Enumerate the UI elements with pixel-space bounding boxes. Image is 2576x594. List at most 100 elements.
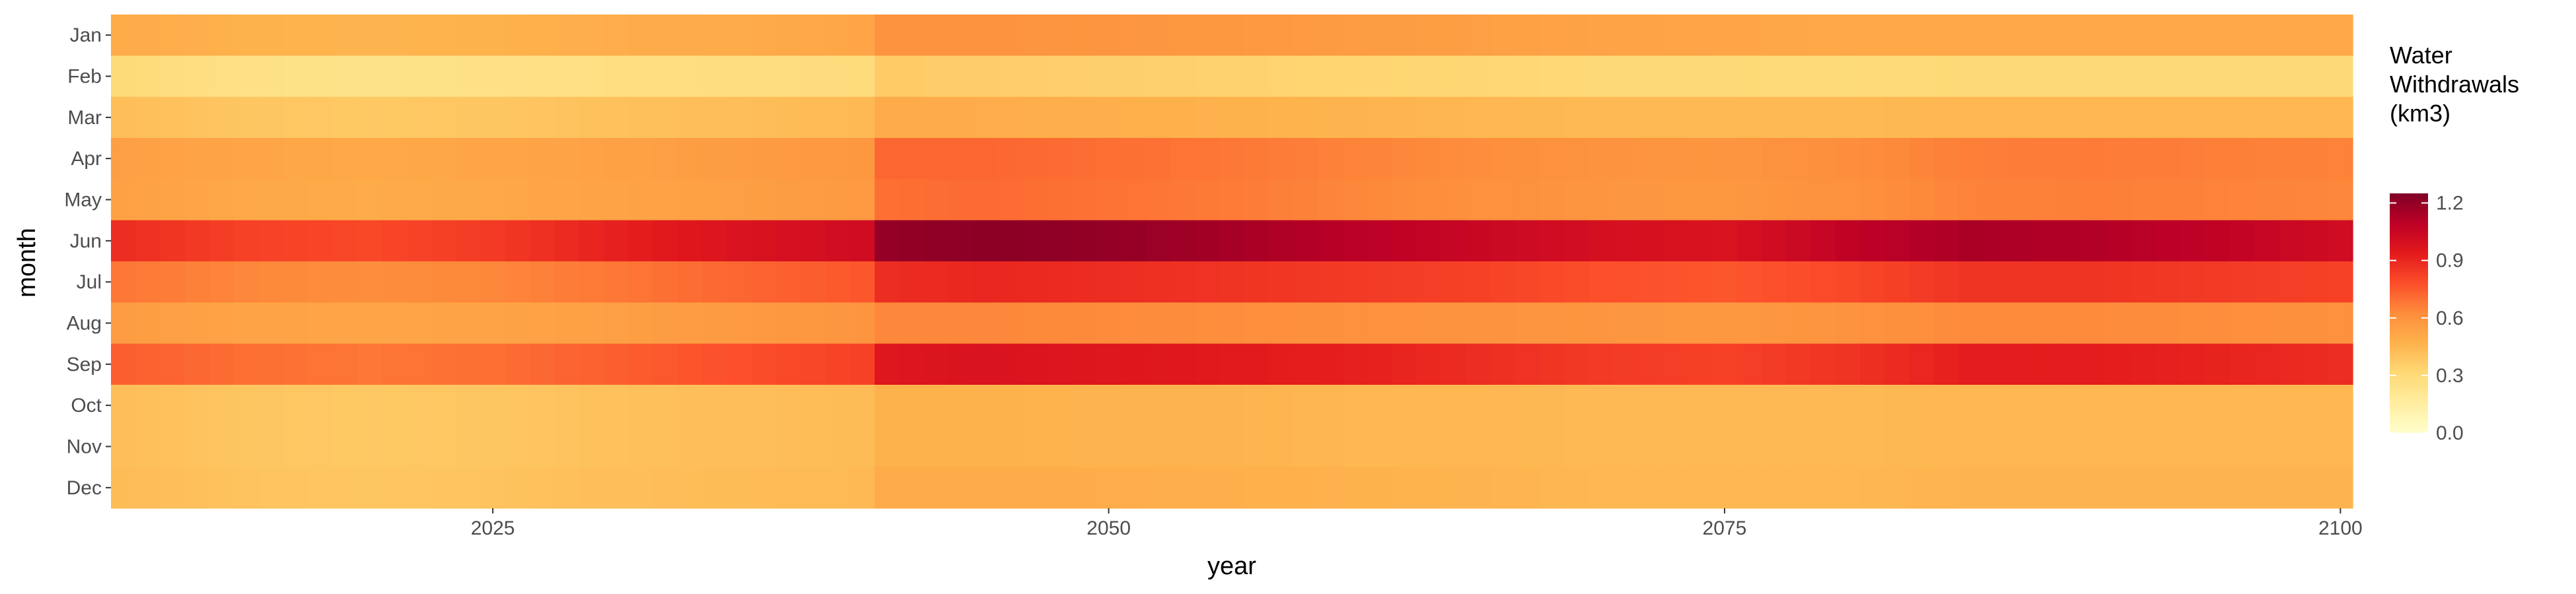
heatmap-cell	[1933, 55, 1959, 98]
heatmap-cell	[2032, 96, 2058, 139]
heatmap-cell	[1958, 302, 1984, 345]
heatmap-cell	[2279, 467, 2305, 509]
heatmap-cell	[1983, 138, 2009, 180]
y-axis: Jan Feb Mar Apr May Jun Jul Aug Sep Oct Nov Dec	[64, 24, 111, 499]
heatmap-cell	[505, 220, 530, 262]
heatmap-cell	[1367, 343, 1393, 385]
heatmap-cell	[1712, 55, 1738, 98]
heatmap-cell	[1835, 15, 1861, 56]
heatmap-cell	[308, 15, 334, 56]
heatmap-cell	[2254, 261, 2279, 303]
heatmap-cell	[1564, 179, 1590, 221]
heatmap-cell	[579, 220, 604, 262]
heatmap-cell	[111, 302, 136, 345]
heatmap-cell	[801, 467, 826, 509]
heatmap-cell	[2205, 385, 2231, 426]
heatmap-cell	[2229, 179, 2255, 221]
heatmap-cell	[579, 426, 604, 468]
heatmap-cell	[1170, 220, 1196, 262]
heatmap-cell	[1342, 15, 1368, 56]
legend-tick-label: 1.2	[2436, 193, 2464, 214]
heatmap-cell	[135, 467, 161, 509]
heatmap-cell	[1786, 138, 1812, 180]
heatmap-cell	[899, 179, 925, 221]
heatmap-cell	[480, 179, 506, 221]
heatmap-cell	[2032, 15, 2058, 56]
heatmap-cell	[1392, 385, 1417, 426]
heatmap-cell	[677, 96, 703, 139]
heatmap-cell	[1810, 385, 1836, 426]
heatmap-cell	[1318, 467, 1343, 509]
heatmap-cell	[948, 15, 974, 56]
heatmap-cell	[135, 261, 161, 303]
heatmap-cell	[505, 179, 530, 221]
heatmap-cell	[1047, 15, 1073, 56]
heatmap-cell	[899, 426, 925, 468]
heatmap-cell	[2254, 385, 2279, 426]
heatmap-cell	[382, 467, 408, 509]
heatmap-cell	[875, 15, 900, 56]
heatmap-cell	[1712, 220, 1738, 262]
heatmap-cell	[677, 55, 703, 98]
heatmap-cell	[1786, 343, 1812, 385]
heatmap-cell	[973, 426, 999, 468]
heatmap-cell	[603, 385, 629, 426]
heatmap-cell	[2106, 343, 2131, 385]
heatmap-cell	[1096, 467, 1122, 509]
heatmap-cell	[1219, 343, 1245, 385]
heatmap-cell	[825, 467, 851, 509]
heatmap-cell	[1687, 96, 1713, 139]
heatmap-cell	[1195, 302, 1220, 345]
heatmap-cell	[1687, 302, 1713, 345]
heatmap-cell	[801, 343, 826, 385]
heatmap-cell	[2303, 343, 2329, 385]
heatmap-cell	[209, 220, 235, 262]
heatmap-cell	[1219, 385, 1245, 426]
heatmap-cell	[2180, 343, 2205, 385]
heatmap-cell	[431, 15, 456, 56]
heatmap-cell	[2279, 179, 2305, 221]
heatmap-cell	[628, 96, 654, 139]
heatmap-cell	[530, 302, 555, 345]
heatmap-cell	[357, 467, 382, 509]
heatmap-cell	[2007, 261, 2033, 303]
heatmap-cell	[1663, 302, 1688, 345]
heatmap-cell	[1860, 55, 1885, 98]
heatmap-cell	[801, 55, 826, 98]
heatmap-cell	[1145, 96, 1171, 139]
heatmap-cell	[1392, 467, 1417, 509]
heatmap-cell	[727, 467, 752, 509]
heatmap-cell	[2155, 96, 2181, 139]
heatmap-cell	[1145, 467, 1171, 509]
heatmap-cell	[1786, 15, 1812, 56]
heatmap-cell	[1121, 343, 1147, 385]
heatmap-cell	[875, 220, 900, 262]
heatmap-cell	[1786, 426, 1812, 468]
heatmap-cell	[2032, 302, 2058, 345]
heatmap-cell	[1121, 15, 1147, 56]
heatmap-cell	[332, 467, 358, 509]
heatmap-cell	[1022, 138, 1048, 180]
heatmap-cell	[283, 96, 308, 139]
heatmap-cell	[1909, 179, 1935, 221]
heatmap-cell	[2180, 138, 2205, 180]
heatmap-cell	[603, 220, 629, 262]
heatmap-cell	[554, 302, 580, 345]
heatmap-cell	[2229, 467, 2255, 509]
heatmap-cell	[1342, 426, 1368, 468]
heatmap-cell	[2081, 302, 2107, 345]
legend-tick-label: 0.9	[2436, 250, 2464, 272]
heatmap-cell	[2254, 467, 2279, 509]
legend-ticks: 1.2 0.9 0.6 0.3 0.0	[2390, 193, 2464, 444]
heatmap-cell	[1736, 179, 1762, 221]
heatmap-cell	[1958, 55, 1984, 98]
heatmap-cell	[1268, 220, 1294, 262]
heatmap-cell	[997, 55, 1023, 98]
heatmap-cell	[1490, 343, 1516, 385]
heatmap-cell	[1342, 179, 1368, 221]
heatmap-cell	[382, 261, 408, 303]
heatmap-cell	[554, 467, 580, 509]
y-tick-label: Apr	[71, 148, 102, 170]
heatmap-cell	[505, 138, 530, 180]
heatmap-cell	[1047, 96, 1073, 139]
